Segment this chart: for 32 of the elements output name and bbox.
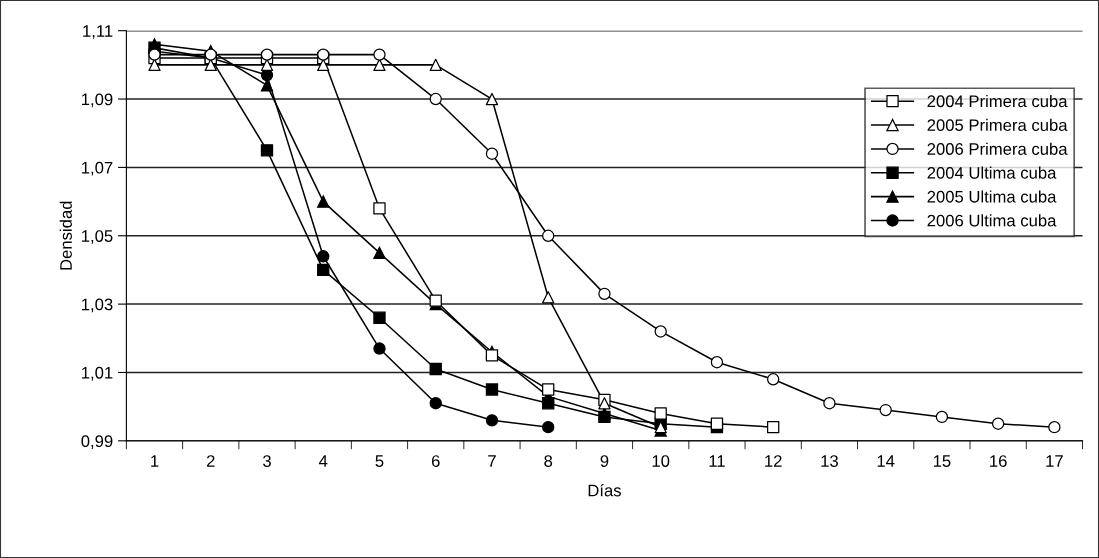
y-tick-label: 1,05 <box>82 230 113 244</box>
x-tick-label: 14 <box>877 455 895 467</box>
x-tick-label: 16 <box>990 455 1007 467</box>
x-tick-label: 10 <box>652 455 670 467</box>
legend-label: 2005 Ultima cuba <box>927 190 1057 203</box>
x-tick-label: 3 <box>262 455 271 467</box>
x-tick-label: 7 <box>488 455 496 467</box>
x-tick-label: 15 <box>933 455 951 467</box>
x-tick-label: 1 <box>151 455 159 467</box>
x-tick-label: 9 <box>600 455 609 467</box>
x-tick-label: 17 <box>1046 455 1063 467</box>
x-tick-label: 11 <box>709 455 725 467</box>
legend-label: 2004 Ultima cuba <box>927 166 1057 179</box>
x-tick-label: 4 <box>318 455 328 467</box>
y-tick-label: 0,99 <box>81 435 113 449</box>
legend-label: 2006 Primera cuba <box>927 142 1068 155</box>
x-tick-label: 6 <box>431 455 440 467</box>
y-tick-label: 1,03 <box>82 298 113 313</box>
x-tick-label: 2 <box>206 455 215 467</box>
legend-label: 2006 Ultima cuba <box>927 214 1057 227</box>
y-tick-label: 1,07 <box>82 161 113 176</box>
y-tick-label: 1,11 <box>83 25 113 39</box>
x-tick-label: 5 <box>375 455 384 467</box>
x-tick-label: 12 <box>765 455 782 467</box>
y-axis-title: Densidad <box>59 201 72 270</box>
x-tick-label: 13 <box>821 455 838 467</box>
y-tick-label: 1,01 <box>82 366 113 381</box>
x-axis-title: Días <box>588 483 621 497</box>
legend-label: 2004 Primera cuba <box>927 94 1068 108</box>
y-tick-label: 1,09 <box>82 93 113 108</box>
legend-label: 2005 Primera cuba <box>927 118 1068 132</box>
x-tick-label: 8 <box>544 455 553 467</box>
